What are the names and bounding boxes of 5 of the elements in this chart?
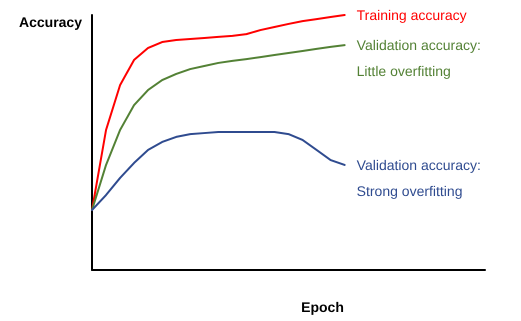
y-axis-title: Accuracy: [18, 14, 82, 30]
series-label: Validation accuracy: Little overfitting: [356, 37, 481, 80]
series-label: Training accuracy: [356, 7, 467, 23]
series-label: Validation accuracy: Strong overfitting: [356, 156, 481, 199]
x-axis-title: Epoch: [301, 299, 344, 315]
